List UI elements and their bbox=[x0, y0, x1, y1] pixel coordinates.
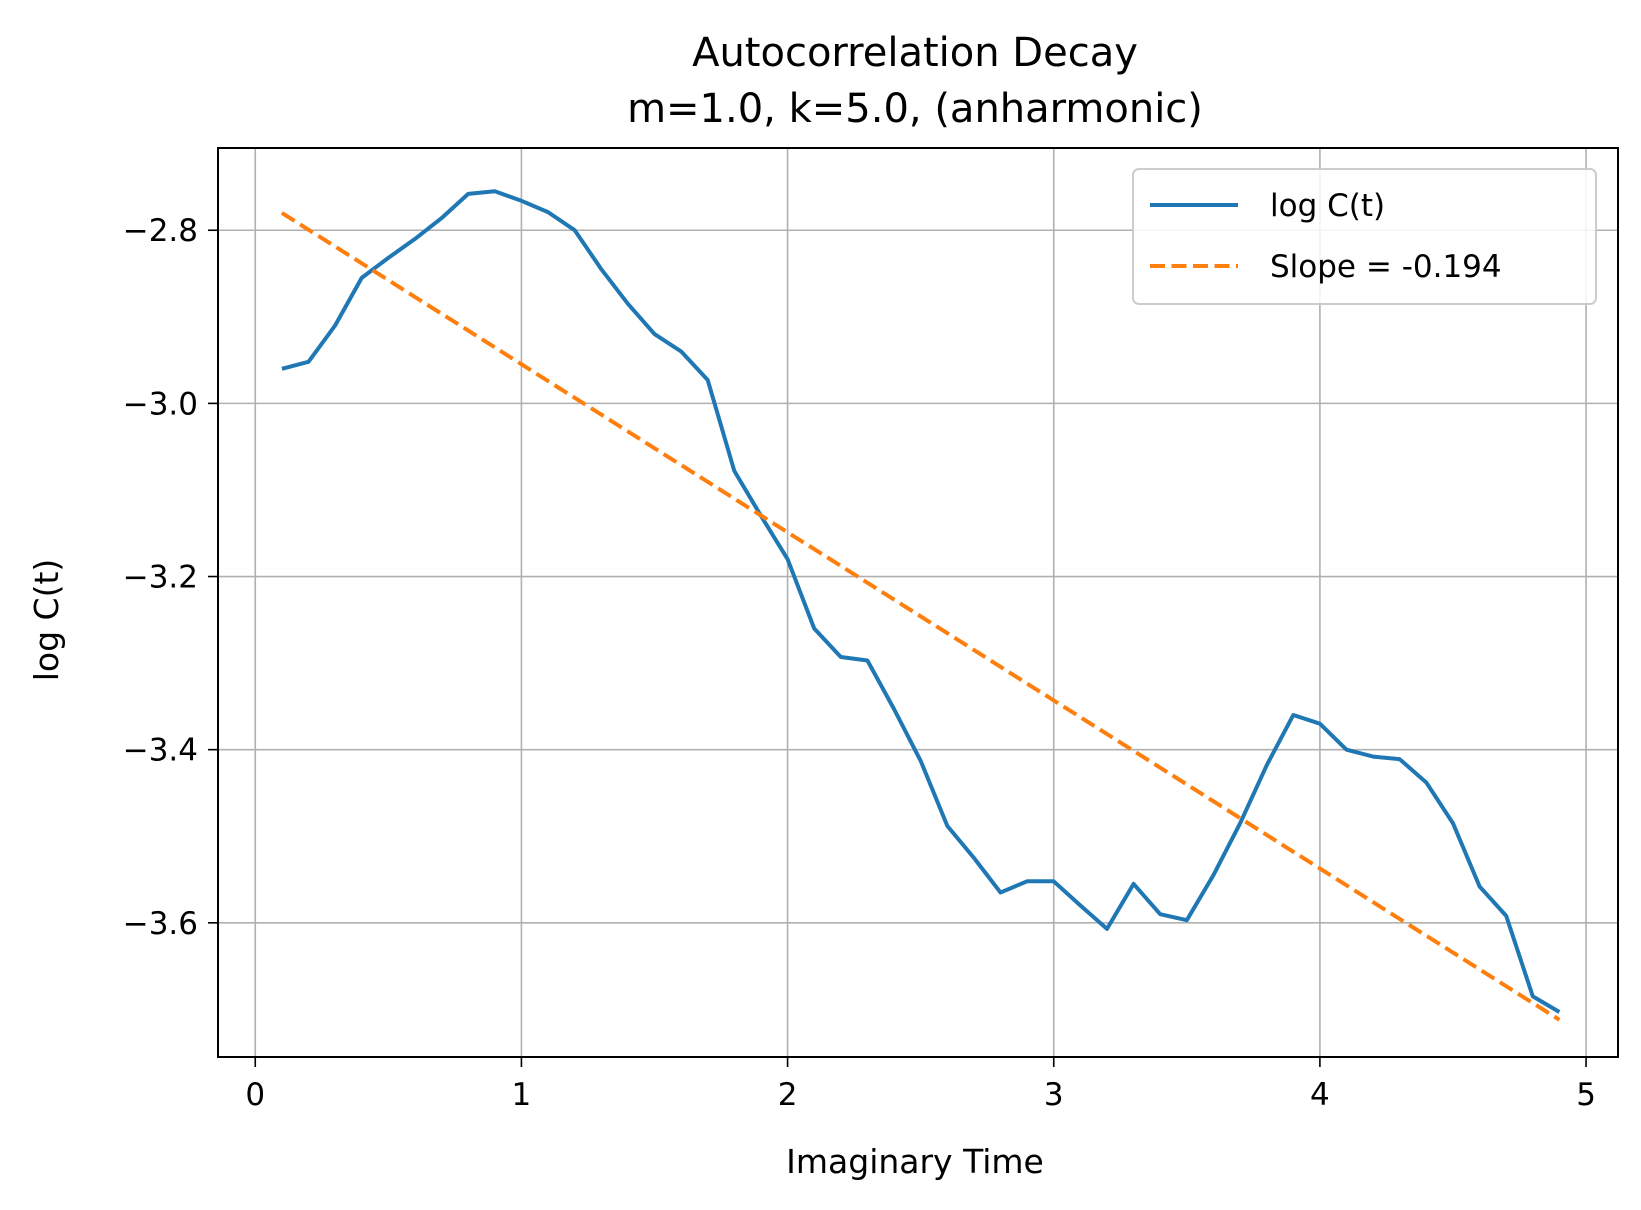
x-tick-label: 1 bbox=[512, 1077, 532, 1113]
x-axis-label: Imaginary Time bbox=[786, 1142, 1044, 1181]
series-layer bbox=[280, 189, 1561, 1022]
y-axis: −2.8 −3.0 −3.2 −3.4 −3.6 bbox=[123, 213, 218, 942]
y-tick-label: −3.4 bbox=[123, 733, 198, 769]
series-line-slope-fit bbox=[280, 211, 1561, 1022]
legend-label-slope: Slope = -0.194 bbox=[1270, 249, 1502, 285]
x-tick-label: 3 bbox=[1044, 1077, 1064, 1113]
chart-title: Autocorrelation Decay bbox=[692, 30, 1138, 76]
plot-area-frame bbox=[217, 147, 1619, 1058]
y-tick-label: −2.8 bbox=[123, 213, 198, 249]
series-line-log-c bbox=[281, 189, 1561, 1014]
x-axis: 0 1 2 3 4 5 bbox=[245, 1057, 1596, 1113]
grid bbox=[218, 148, 1618, 1057]
chart-subtitle: m=1.0, k=5.0, (anharmonic) bbox=[627, 86, 1203, 132]
legend: log C(t) Slope = -0.194 bbox=[1132, 168, 1597, 305]
x-tick-label: 4 bbox=[1310, 1077, 1330, 1113]
legend-label-log-c: log C(t) bbox=[1270, 188, 1385, 224]
y-tick-label: −3.2 bbox=[123, 560, 198, 596]
x-tick-label: 5 bbox=[1576, 1077, 1596, 1113]
y-tick-label: −3.0 bbox=[123, 386, 198, 422]
y-axis-label: log C(t) bbox=[27, 559, 66, 682]
x-tick-label: 2 bbox=[778, 1077, 798, 1113]
x-tick-label: 0 bbox=[245, 1077, 265, 1113]
legend-box bbox=[1132, 168, 1597, 305]
y-tick-label: −3.6 bbox=[123, 906, 198, 942]
